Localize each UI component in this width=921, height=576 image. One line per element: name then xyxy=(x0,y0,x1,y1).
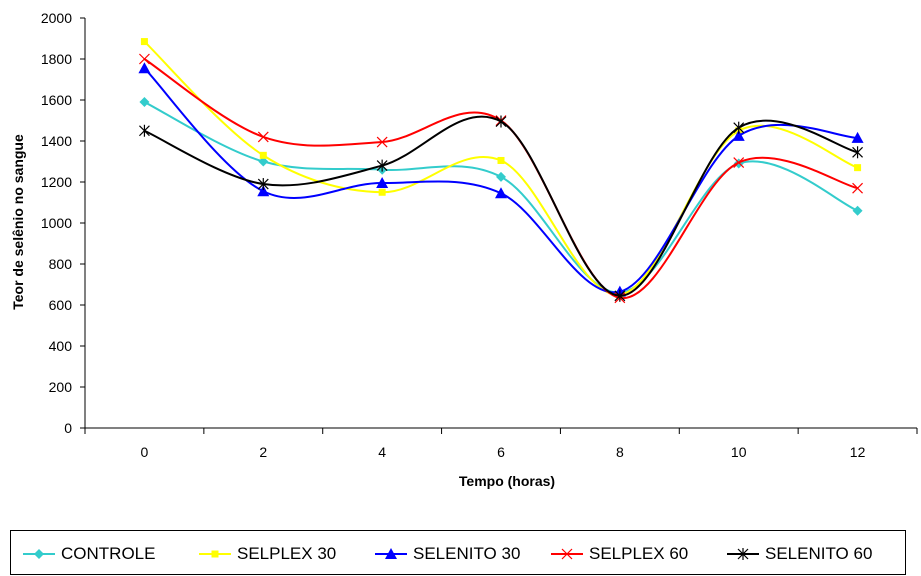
legend-label: SELENITO 60 xyxy=(765,543,873,563)
x-tick-label: 10 xyxy=(731,444,747,460)
data-point-diamond xyxy=(496,171,506,182)
x-tick-labels: 0 2 4 6 8 10 12 xyxy=(141,444,866,460)
data-point-square xyxy=(259,151,267,159)
y-tick-label: 1600 xyxy=(41,92,72,108)
data-point-star xyxy=(614,289,626,302)
data-point-triangle xyxy=(495,187,507,199)
y-tick-label: 2000 xyxy=(41,10,72,26)
data-point-square xyxy=(378,188,386,196)
data-point-star xyxy=(139,124,150,137)
data-point-triangle xyxy=(385,547,397,559)
y-tick-label: 600 xyxy=(49,297,73,313)
y-axis-title: Teor de selênio no sangue xyxy=(10,134,26,310)
axes xyxy=(80,17,918,434)
data-point-star xyxy=(737,547,749,560)
data-point-triangle xyxy=(257,185,270,197)
legend-item-selenito-60: SELENITO 60 xyxy=(725,531,872,576)
series-line xyxy=(143,40,858,296)
series-selenito-60 xyxy=(139,115,863,302)
series-line xyxy=(144,115,858,297)
data-point-diamond xyxy=(34,548,44,559)
x-tick-label: 2 xyxy=(259,444,267,460)
legend-marker-x xyxy=(551,548,583,559)
data-point-square xyxy=(854,164,862,172)
data-point-square xyxy=(211,550,219,557)
x-tick-label: 0 xyxy=(141,444,149,460)
y-tick-label: 0 xyxy=(64,420,72,436)
data-point-star xyxy=(733,121,745,134)
legend-label: SELPLEX 60 xyxy=(589,543,689,563)
series-selenito-30 xyxy=(138,62,864,297)
data-point-triangle xyxy=(732,129,745,141)
x-axis-title: Tempo (horas) xyxy=(459,473,555,489)
legend-marker-star xyxy=(727,547,759,560)
x-tick-label: 6 xyxy=(497,444,505,460)
legend-label: SELPLEX 30 xyxy=(237,543,337,563)
legend-label: CONTROLE xyxy=(61,543,156,563)
line-chart: 0 200 400 600 800 1000 1200 1400 1600 1800 2000 0 2… xyxy=(10,10,918,489)
x-tick-label: 12 xyxy=(850,444,866,460)
data-point-x xyxy=(257,131,269,143)
series-layer xyxy=(138,38,864,304)
y-tick-label: 1200 xyxy=(41,174,72,190)
y-tick-labels: 0 200 400 600 800 1000 1200 1400 1600 1800 2000 xyxy=(41,10,72,436)
y-tick-label: 1000 xyxy=(41,215,72,231)
x-tick-label: 8 xyxy=(616,444,624,460)
data-point-triangle xyxy=(138,62,151,74)
legend: CONTROLE SELPLEX 30 SELENITO 30 SELPLEX … xyxy=(10,530,906,575)
data-point-x xyxy=(852,182,863,194)
data-point-x xyxy=(733,157,745,168)
legend-marker-triangle xyxy=(375,547,407,559)
data-point-diamond xyxy=(139,97,150,108)
y-tick-label: 1400 xyxy=(41,133,72,149)
y-tick-label: 800 xyxy=(49,256,73,272)
data-point-diamond xyxy=(258,156,269,167)
data-point-triangle xyxy=(851,131,864,143)
legend-marker-square xyxy=(199,550,231,557)
data-point-square xyxy=(497,156,505,164)
legend-item-selplex-30: SELPLEX 30 xyxy=(197,531,336,576)
legend-item-selenito-30: SELENITO 30 xyxy=(373,531,520,576)
data-point-star xyxy=(852,146,863,159)
data-point-star xyxy=(257,178,269,191)
data-point-star xyxy=(495,115,507,128)
legend-marker-diamond xyxy=(23,548,55,559)
legend-label: SELENITO 30 xyxy=(413,543,521,563)
data-point-diamond xyxy=(852,205,863,216)
y-tick-label: 200 xyxy=(49,379,73,395)
legend-item-selplex-60: SELPLEX 60 xyxy=(549,531,688,576)
data-point-square xyxy=(140,38,148,46)
data-point-star xyxy=(376,159,388,172)
data-point-x xyxy=(561,548,573,559)
data-point-x xyxy=(139,53,150,65)
series-selplex-30 xyxy=(140,38,862,299)
y-tick-label: 1800 xyxy=(41,51,72,67)
y-tick-label: 400 xyxy=(49,338,73,354)
legend-item-controle: CONTROLE xyxy=(21,531,155,576)
data-point-triangle xyxy=(376,177,389,189)
x-tick-label: 4 xyxy=(378,444,386,460)
data-point-x xyxy=(376,136,388,148)
